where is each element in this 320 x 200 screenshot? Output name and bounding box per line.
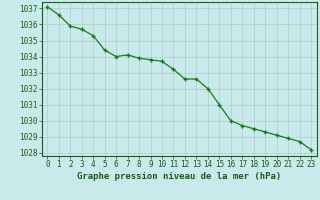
X-axis label: Graphe pression niveau de la mer (hPa): Graphe pression niveau de la mer (hPa) (77, 172, 281, 181)
